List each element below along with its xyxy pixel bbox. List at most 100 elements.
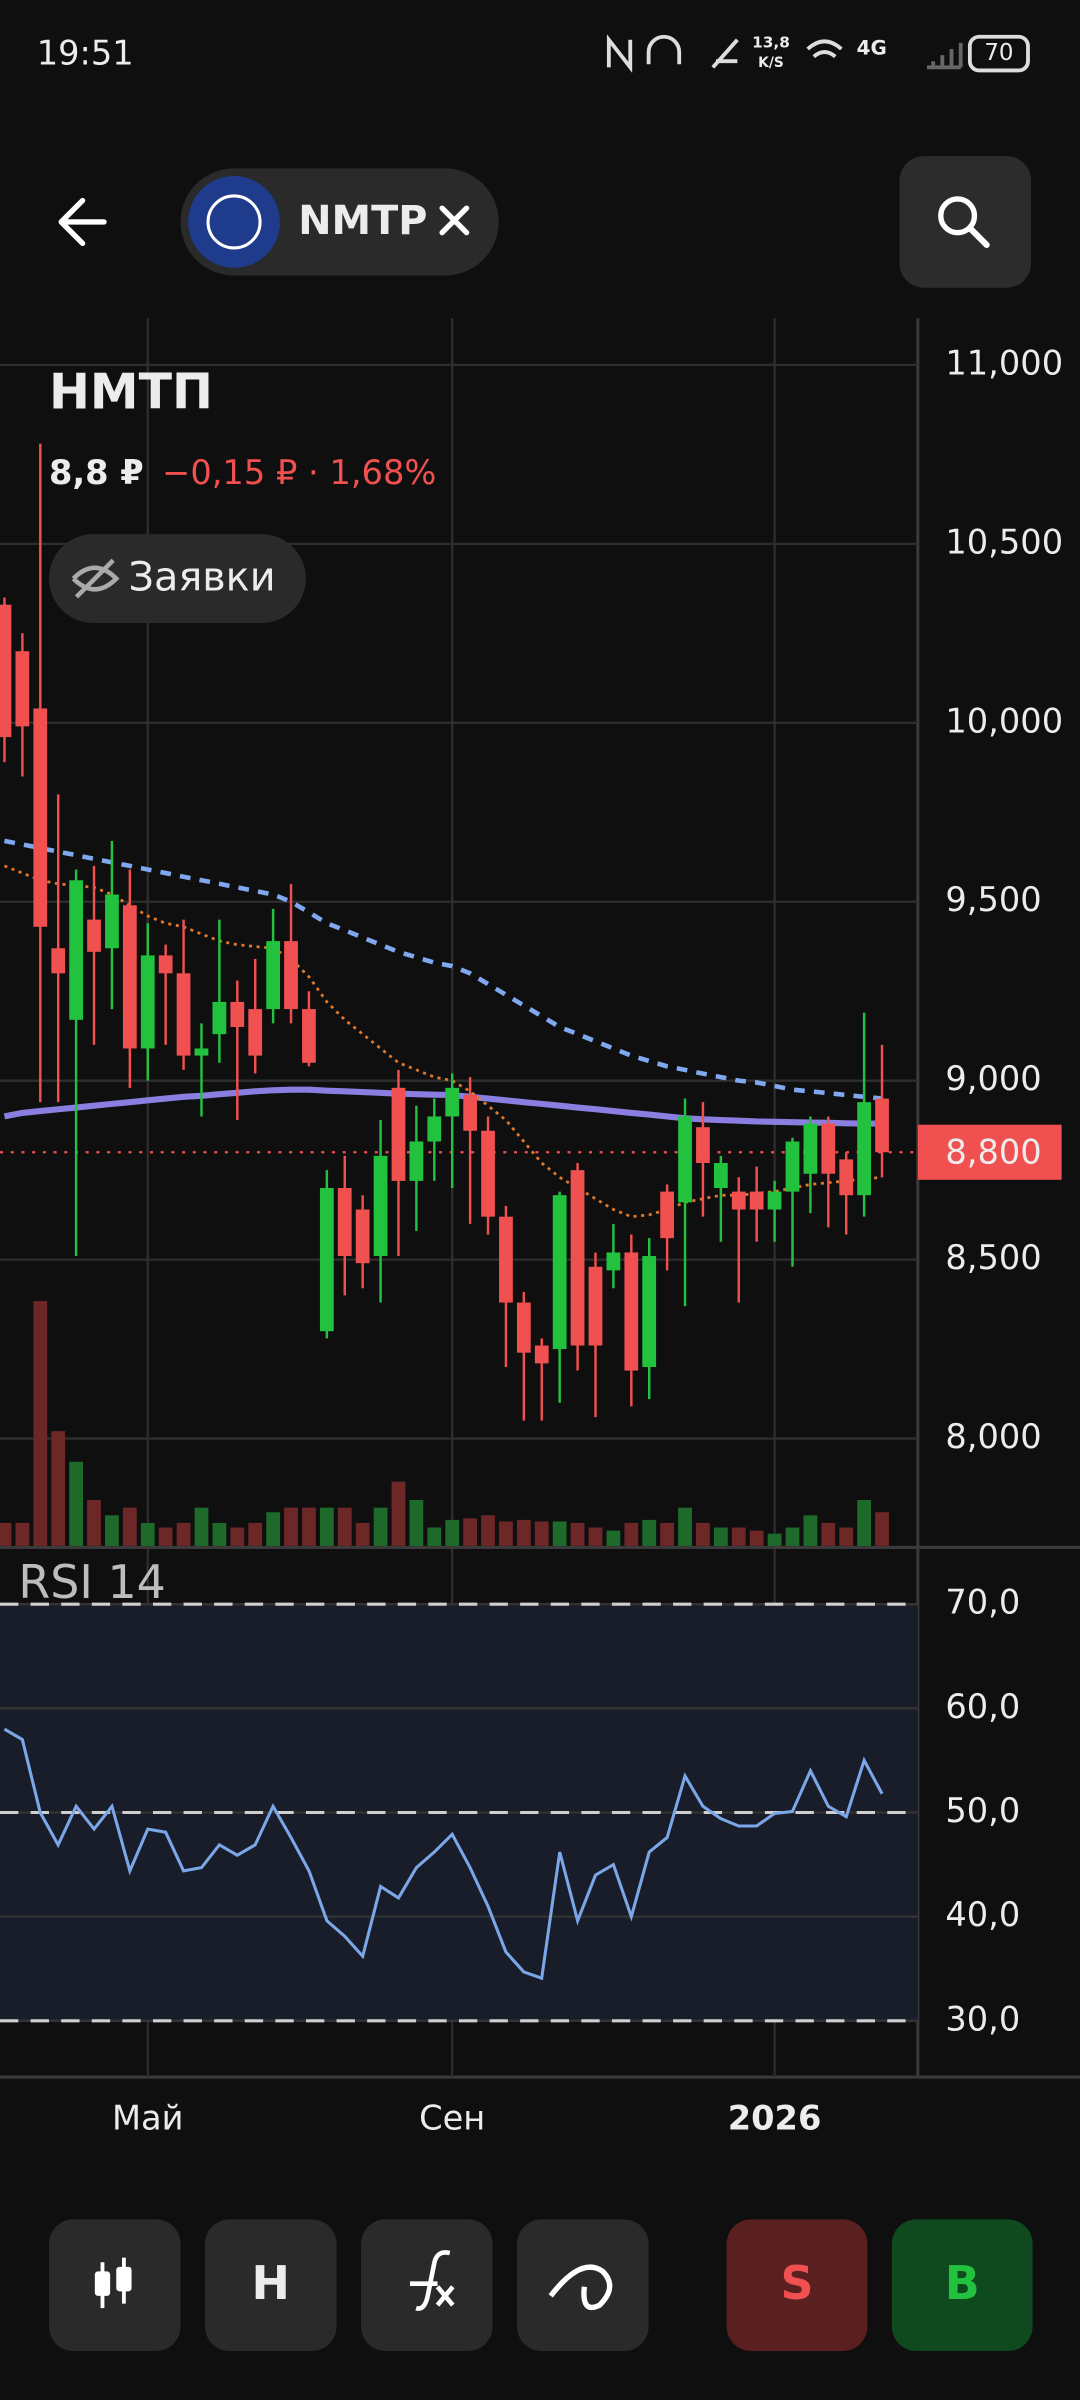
candle-body bbox=[391, 1087, 406, 1181]
volume-bar bbox=[194, 1507, 209, 1546]
hidden-icon bbox=[71, 558, 120, 599]
instrument-name: НМТП bbox=[49, 363, 213, 420]
candle-body bbox=[606, 1252, 621, 1271]
candle-body bbox=[857, 1102, 872, 1196]
candle-body bbox=[373, 1155, 388, 1257]
buy-button[interactable] bbox=[891, 2219, 1033, 2352]
candle-body bbox=[731, 1191, 746, 1210]
candle-body bbox=[570, 1170, 585, 1346]
candle-body bbox=[337, 1188, 352, 1257]
volume-bar bbox=[373, 1507, 388, 1546]
volume-bar bbox=[803, 1515, 818, 1546]
candle-body bbox=[87, 919, 101, 952]
volume-bar bbox=[821, 1522, 836, 1546]
volume-bar bbox=[696, 1522, 710, 1546]
volume-bar bbox=[122, 1507, 137, 1546]
candle-body bbox=[749, 1191, 764, 1210]
candle-body bbox=[176, 973, 191, 1056]
volume-bar bbox=[499, 1521, 513, 1546]
sell-button[interactable] bbox=[726, 2219, 868, 2352]
volume-bar bbox=[534, 1521, 549, 1546]
volume-bar bbox=[427, 1527, 442, 1546]
volume-bar bbox=[33, 1301, 48, 1546]
candle-body bbox=[15, 651, 30, 727]
heikin-button[interactable] bbox=[204, 2219, 337, 2352]
candle-body bbox=[678, 1116, 692, 1203]
volume-bar bbox=[230, 1527, 245, 1546]
volume-bar bbox=[212, 1522, 227, 1546]
search-button[interactable] bbox=[899, 156, 1032, 288]
candle-body bbox=[105, 894, 119, 949]
status-time: 19:51 bbox=[37, 34, 134, 73]
volume-bar bbox=[15, 1522, 30, 1546]
volume-bar bbox=[337, 1507, 352, 1546]
x-tick-label: Май bbox=[112, 2098, 184, 2137]
volume-bar bbox=[302, 1507, 316, 1546]
candle-body bbox=[266, 941, 280, 1010]
buy-label: B bbox=[945, 2256, 980, 2310]
volume-bar bbox=[516, 1519, 531, 1546]
volume-bar bbox=[0, 1522, 12, 1546]
candle-body bbox=[194, 1048, 209, 1056]
volume-bar bbox=[284, 1507, 298, 1546]
volume-bar bbox=[319, 1507, 334, 1546]
candle-body bbox=[427, 1116, 442, 1142]
volume-bar bbox=[570, 1522, 585, 1546]
volume-bar bbox=[678, 1507, 692, 1546]
instrument-price: 8,8 ₽ bbox=[49, 453, 144, 492]
y-tick-label: 50,0 bbox=[945, 1791, 1020, 1830]
y-tick-label: 11,000 bbox=[945, 343, 1063, 382]
battery-icon bbox=[967, 34, 1030, 73]
rsi-line bbox=[3, 1727, 884, 1981]
candle-body bbox=[355, 1209, 370, 1264]
heikin-label: H bbox=[252, 2256, 290, 2310]
y-tick-label: 10,500 bbox=[945, 522, 1063, 561]
drawing-button[interactable] bbox=[517, 2219, 649, 2352]
ticker-logo bbox=[188, 176, 280, 268]
candle-body bbox=[839, 1159, 854, 1196]
status-icons bbox=[606, 34, 1030, 73]
candle-body bbox=[69, 880, 83, 1020]
candle-body bbox=[140, 955, 155, 1049]
candle-body bbox=[821, 1123, 836, 1174]
back-button[interactable] bbox=[58, 197, 107, 247]
volume-bar bbox=[409, 1500, 424, 1546]
candle-body bbox=[499, 1216, 513, 1303]
volume-bar bbox=[660, 1522, 675, 1546]
drawing-icon bbox=[548, 2264, 613, 2311]
y-tick-label: 40,0 bbox=[945, 1895, 1020, 1934]
candles-icon-body bbox=[94, 2271, 111, 2296]
volume-bar bbox=[69, 1461, 83, 1546]
volume-bar bbox=[248, 1522, 263, 1546]
candle-body bbox=[696, 1127, 710, 1163]
candle-body bbox=[803, 1123, 818, 1174]
volume-bar bbox=[588, 1527, 603, 1546]
ticker-name: NMTP bbox=[298, 198, 427, 244]
net-unit: K/S bbox=[758, 55, 784, 71]
candles-button[interactable] bbox=[48, 2219, 181, 2352]
candle-body bbox=[785, 1141, 800, 1192]
volume-bar bbox=[875, 1512, 889, 1546]
y-tick-label: 8,500 bbox=[945, 1238, 1041, 1277]
chart-area: 8,000 8,500 9,000 9,500 10,000 10,500 11,000 Ма… bbox=[0, 318, 1080, 2137]
volume-bar bbox=[140, 1522, 155, 1546]
candle-body bbox=[534, 1345, 549, 1364]
moving-average bbox=[3, 1086, 883, 1127]
headphones-icon bbox=[646, 34, 682, 65]
sell-label: S bbox=[780, 2256, 813, 2310]
volume-bar bbox=[105, 1515, 119, 1546]
candle-body bbox=[122, 905, 137, 1049]
orders-button[interactable] bbox=[48, 534, 306, 623]
y-tick-label: 70,0 bbox=[945, 1583, 1020, 1622]
candle-body bbox=[588, 1266, 603, 1346]
volume-bar bbox=[767, 1533, 782, 1546]
volume-bar bbox=[749, 1530, 764, 1546]
candle-body bbox=[624, 1252, 639, 1371]
volume-bar bbox=[731, 1527, 746, 1546]
indicator-title: RSI 14 bbox=[18, 1555, 165, 1609]
candle-body bbox=[248, 1009, 263, 1056]
y-tick-label: 30,0 bbox=[945, 1999, 1020, 2038]
chip-close[interactable] bbox=[439, 205, 470, 236]
volume-bar bbox=[481, 1515, 495, 1546]
